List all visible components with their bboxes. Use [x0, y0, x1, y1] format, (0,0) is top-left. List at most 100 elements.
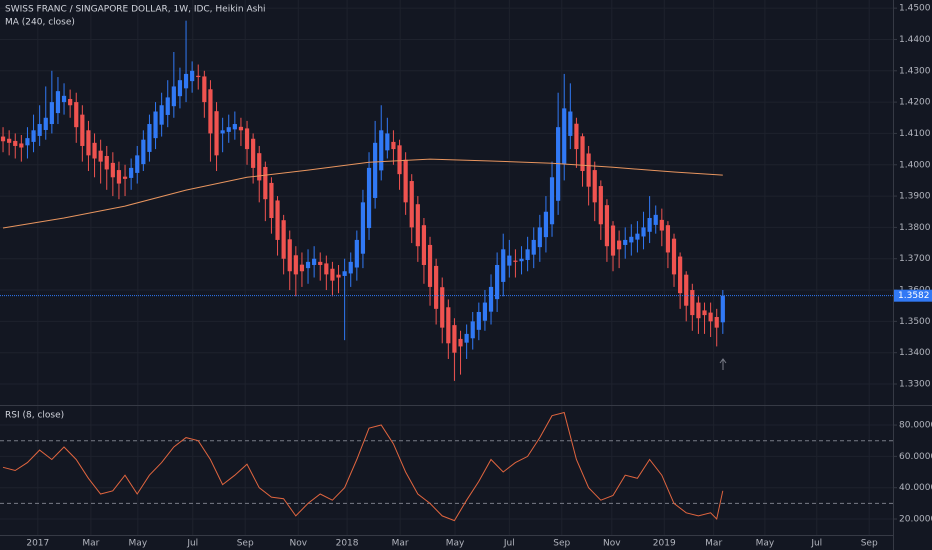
candle-body	[330, 268, 335, 281]
candle-body	[0, 136, 6, 142]
candle-body	[263, 166, 268, 200]
candle-body	[92, 142, 97, 159]
candle-body	[519, 258, 524, 262]
candle-body	[214, 111, 219, 156]
candle-body	[318, 261, 323, 265]
candle-body	[525, 249, 530, 260]
rsi-label: RSI (8, close)	[5, 411, 64, 421]
x-tick-label: Mar	[705, 539, 722, 549]
candle-body	[68, 98, 73, 106]
y-tick-label: 1.4200	[899, 98, 931, 108]
candle-body	[568, 111, 573, 136]
x-tick-label: Sep	[553, 539, 570, 549]
candle-body	[647, 218, 652, 232]
candle-body	[671, 238, 677, 275]
candle-body	[513, 260, 518, 262]
candle-body	[141, 139, 146, 165]
candle-body	[379, 130, 384, 171]
candle-body	[153, 111, 158, 139]
candle-body	[610, 225, 616, 256]
candle-body	[702, 310, 707, 316]
x-tick-label: May	[129, 539, 148, 549]
candle-body	[80, 114, 85, 146]
candle-body	[116, 170, 122, 184]
y-tick-label: 20.0000	[899, 515, 932, 525]
candle-body	[287, 239, 292, 272]
y-tick-label: 1.3300	[899, 380, 931, 390]
candle-body	[25, 138, 30, 146]
candle-body	[202, 76, 207, 103]
candle-body	[37, 124, 42, 136]
candle-body	[720, 295, 725, 323]
candle-body	[537, 227, 542, 248]
rsi-line	[2, 411, 724, 522]
candle-body	[190, 70, 195, 82]
x-tick-label: Sep	[237, 539, 254, 549]
candle-body	[135, 155, 140, 173]
candle-body	[165, 97, 170, 115]
candle-body	[427, 244, 433, 287]
candle-body	[281, 220, 286, 259]
chart-title: SWISS FRANC / SINGAPORE DOLLAR, 1W, IDC,…	[5, 5, 266, 15]
candle-body	[232, 124, 237, 130]
candle-body	[623, 239, 628, 245]
last-price-label: 1.3582	[898, 291, 930, 301]
candle-body	[104, 155, 109, 170]
candle-body	[305, 261, 311, 269]
ma-line	[2, 158, 723, 229]
y-tick-label: 1.3500	[899, 317, 931, 327]
candle-body	[690, 290, 695, 316]
candle-body	[159, 105, 164, 125]
candle-body	[299, 264, 305, 272]
candle-body	[452, 325, 457, 353]
candle-body	[464, 333, 469, 343]
annotation-arrow	[719, 358, 727, 370]
candle-body	[19, 143, 24, 148]
candle-body	[482, 302, 488, 321]
candle-body	[312, 258, 317, 265]
y-tick-label: 80.0000	[899, 421, 932, 431]
candle-body	[13, 140, 18, 146]
x-tick-label: May	[446, 539, 465, 549]
candle-body	[604, 205, 610, 247]
candle-body	[495, 264, 500, 300]
candle-body	[49, 102, 54, 125]
candle-body	[421, 225, 427, 265]
candle-body	[397, 145, 402, 175]
candle-body	[470, 321, 475, 339]
candle-body	[641, 227, 646, 237]
candle-body	[122, 176, 128, 179]
candle-body	[635, 233, 640, 240]
candle-body	[61, 95, 67, 103]
candle-body	[501, 249, 506, 282]
y-tick-label: 1.3800	[899, 223, 931, 233]
candle-body	[586, 153, 591, 187]
candle-body	[147, 124, 152, 152]
candle-body	[208, 89, 213, 134]
grid	[0, 0, 893, 535]
x-tick-label: Nov	[603, 539, 621, 549]
candle-body	[574, 123, 579, 150]
x-tick-label: Jul	[503, 539, 515, 549]
y-tick-label: 1.4300	[899, 66, 931, 76]
candle-body	[336, 274, 341, 278]
x-tick-label: Jul	[186, 539, 198, 549]
candle-body	[183, 73, 189, 89]
candle-body	[196, 75, 201, 78]
candle-body	[434, 265, 439, 309]
candle-body	[446, 307, 451, 344]
y-tick-label: 1.3700	[899, 254, 931, 264]
candle-body	[549, 177, 555, 225]
candle-body	[43, 117, 48, 130]
indicator-label: MA (240, close)	[5, 18, 75, 28]
candle-body	[391, 141, 396, 150]
candle-body	[476, 311, 481, 330]
candle-body	[440, 287, 445, 328]
candle-body	[580, 136, 585, 172]
candle-body	[348, 261, 353, 274]
candle-body	[220, 130, 225, 134]
candle-body	[129, 167, 134, 178]
candle-body	[562, 108, 567, 164]
x-tick-label: Jul	[810, 539, 822, 549]
